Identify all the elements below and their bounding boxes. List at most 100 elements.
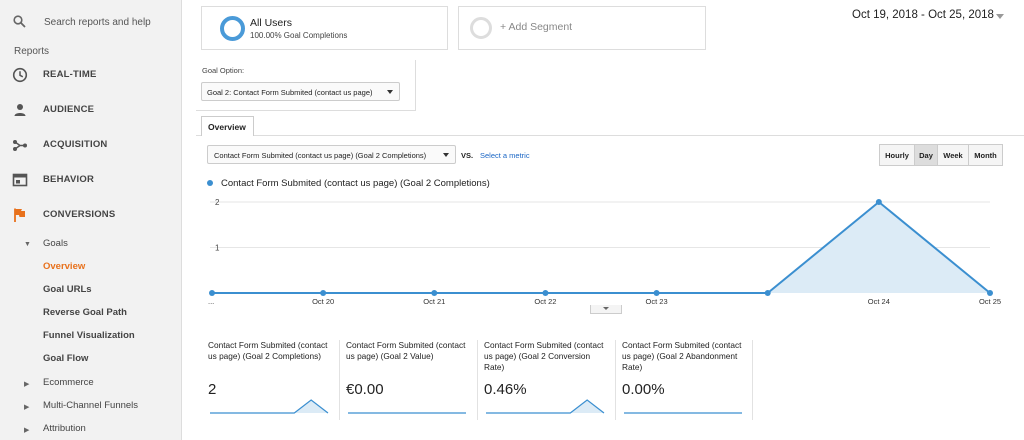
data-point xyxy=(209,290,215,296)
data-point xyxy=(320,290,327,296)
sidebar: Reports REAL-TIME AUDIENCE ACQUISITION B… xyxy=(0,0,182,440)
select-metric-link[interactable]: Select a metric xyxy=(480,151,530,160)
share-icon xyxy=(13,140,27,151)
add-segment-button[interactable]: + Add Segment xyxy=(458,6,706,50)
goal-option-panel: Goal Option: Goal 2: Contact Form Submit… xyxy=(196,60,416,111)
segment-title: All Users xyxy=(250,17,293,29)
series-line xyxy=(212,200,991,294)
expand-chart-handle[interactable] xyxy=(590,305,622,314)
goal-option-value: Goal 2: Contact Form Submited (contact u… xyxy=(207,88,373,97)
add-segment-label: + Add Segment xyxy=(500,21,573,33)
x-tick-label: Oct 24 xyxy=(868,297,890,306)
sidebar-item-multi-channel-funnels[interactable]: ▶ Multi-Channel Funnels xyxy=(0,396,182,416)
person-icon xyxy=(14,104,26,116)
x-tick-label: Oct 22 xyxy=(534,297,556,306)
scorecard-value: 0.46% xyxy=(484,381,527,398)
sidebar-item-goals[interactable]: ▼ Goals xyxy=(0,234,182,254)
search-icon xyxy=(13,15,26,28)
scorecard-value: €0.00 xyxy=(346,381,384,398)
sparkline xyxy=(486,399,605,414)
sidebar-item-funnel-visualization[interactable]: Funnel Visualization xyxy=(0,326,182,346)
sidebar-item-attribution[interactable]: ▶ Attribution xyxy=(0,419,182,439)
segment-ring-icon xyxy=(470,17,492,39)
sparkline-line xyxy=(486,399,605,414)
sidebar-item-realtime[interactable]: REAL-TIME xyxy=(0,62,182,88)
sidebar-item-label: REAL-TIME xyxy=(43,69,97,80)
y-tick-label: 2 xyxy=(215,198,220,207)
scorecard-title: Contact Form Submited (contact us page) … xyxy=(346,340,466,361)
sidebar-item-label: Goal Flow xyxy=(43,353,89,364)
scorecard[interactable]: Contact Form Submited (contact us page) … xyxy=(208,340,341,420)
sidebar-item-reverse-goal-path[interactable]: Reverse Goal Path xyxy=(0,303,182,323)
goal-option-label: Goal Option: xyxy=(202,66,245,75)
sidebar-item-label: Goals xyxy=(43,238,68,249)
metric-select-value: Contact Form Submited (contact us page) … xyxy=(214,151,427,160)
legend-label: Contact Form Submited (contact us page) … xyxy=(221,178,490,189)
caret-right-icon: ▶ xyxy=(24,381,30,388)
scorecard-divider xyxy=(752,340,753,420)
sparkline-area xyxy=(210,400,328,413)
vs-label: VS. xyxy=(461,151,474,160)
scorecard-divider xyxy=(615,340,616,420)
scorecard[interactable]: Contact Form Submited (contact us page) … xyxy=(346,340,479,420)
metric-select[interactable]: Contact Form Submited (contact us page) … xyxy=(207,145,456,164)
x-tick-label: Oct 25 xyxy=(979,297,1001,306)
window-icon xyxy=(12,173,28,187)
sidebar-item-label: ACQUISITION xyxy=(43,139,108,150)
sidebar-item-label: Reverse Goal Path xyxy=(43,307,127,318)
clock-icon xyxy=(12,67,28,83)
sidebar-item-goal-urls[interactable]: Goal URLs xyxy=(0,280,182,300)
data-point xyxy=(987,290,993,296)
x-tick-label: Oct 21 xyxy=(423,297,445,306)
sidebar-item-label: Goal URLs xyxy=(43,284,92,295)
goal-option-select[interactable]: Goal 2: Contact Form Submited (contact u… xyxy=(201,82,400,101)
y-tick-label: 1 xyxy=(215,244,220,253)
search-bar xyxy=(0,0,182,44)
data-point xyxy=(542,290,549,296)
granularity-week-button[interactable]: Week xyxy=(937,144,969,166)
data-point xyxy=(764,290,771,296)
sidebar-item-goal-flow[interactable]: Goal Flow xyxy=(0,349,182,369)
scorecard-title: Contact Form Submited (contact us page) … xyxy=(208,340,328,361)
scorecard-title: Contact Form Submited (contact us page) … xyxy=(484,340,604,372)
tab-overview[interactable]: Overview xyxy=(201,116,254,136)
granularity-day-button[interactable]: Day xyxy=(914,144,938,166)
x-tick-label: Oct 23 xyxy=(646,297,668,306)
sidebar-item-label: Ecommerce xyxy=(43,377,94,388)
caret-down-icon: ▼ xyxy=(24,241,31,248)
reports-heading: Reports xyxy=(14,46,50,57)
sparkline xyxy=(624,412,742,414)
legend-dot xyxy=(207,180,213,186)
search-input[interactable] xyxy=(44,14,174,30)
segment-ring-icon xyxy=(220,16,245,41)
sidebar-item-behavior[interactable]: BEHAVIOR xyxy=(0,167,182,193)
scorecard-value: 0.00% xyxy=(622,381,665,398)
sparkline xyxy=(210,399,329,414)
sidebar-item-conversions[interactable]: CONVERSIONS xyxy=(0,202,182,228)
caret-right-icon: ▶ xyxy=(24,427,30,434)
x-tick-label: Oct 20 xyxy=(312,297,334,306)
date-range-picker[interactable]: Oct 19, 2018 - Oct 25, 2018 xyxy=(852,9,994,21)
sidebar-item-ecommerce[interactable]: ▶ Ecommerce xyxy=(0,373,182,393)
scorecard-divider xyxy=(477,340,478,420)
scorecard-value: 2 xyxy=(208,381,217,398)
scorecard[interactable]: Contact Form Submited (contact us page) … xyxy=(484,340,617,420)
sparkline-area xyxy=(486,400,604,413)
scorecard-divider xyxy=(339,340,340,420)
sidebar-item-label: Overview xyxy=(43,261,86,272)
chevron-down-icon[interactable] xyxy=(996,14,1004,19)
sidebar-item-audience[interactable]: AUDIENCE xyxy=(0,97,182,123)
sparkline xyxy=(348,412,466,414)
scorecard[interactable]: Contact Form Submited (contact us page) … xyxy=(622,340,755,420)
sidebar-item-acquisition[interactable]: ACQUISITION xyxy=(0,132,182,158)
sparkline-line xyxy=(210,399,329,414)
sidebar-item-label: Multi-Channel Funnels xyxy=(43,400,139,411)
segment-all-users[interactable]: All Users 100.00% Goal Completions xyxy=(201,6,448,50)
caret-right-icon: ▶ xyxy=(24,404,30,411)
dropdown-caret-icon xyxy=(443,153,449,157)
data-point xyxy=(875,199,882,205)
sidebar-item-goals-overview[interactable]: Overview xyxy=(0,257,182,277)
granularity-month-button[interactable]: Month xyxy=(968,144,1003,166)
granularity-hourly-button[interactable]: Hourly xyxy=(879,144,915,166)
data-point xyxy=(431,290,438,296)
